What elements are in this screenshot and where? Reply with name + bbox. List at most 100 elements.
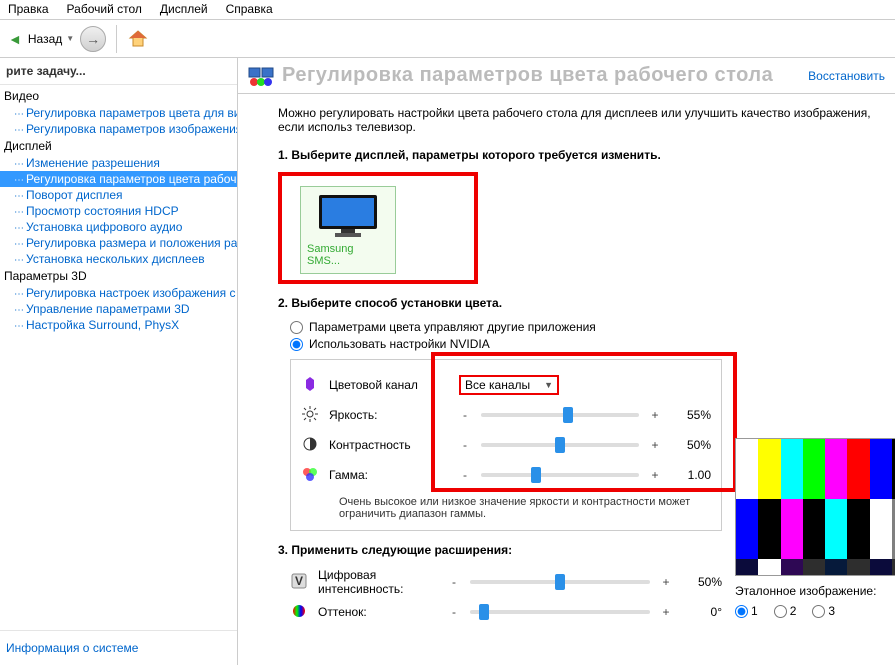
reference-radios: 1 2 3 <box>735 604 895 618</box>
nav-tree: ВидеоРегулировка параметров цвета для ви… <box>0 85 237 630</box>
slider-row-brightness: Яркость:-+55% <box>301 400 711 430</box>
color-swatch <box>736 559 758 575</box>
color-swatch <box>803 439 825 499</box>
slider-value: 1.00 <box>671 468 711 482</box>
reference-option-2[interactable]: 2 <box>774 604 797 618</box>
color-swatch <box>781 559 803 575</box>
sidebar: рите задачу... ВидеоРегулировка параметр… <box>0 58 238 665</box>
color-swatch <box>847 499 869 559</box>
color-swatch <box>825 559 847 575</box>
slider-row-hue: Оттенок:-+0° <box>290 597 722 627</box>
tree-item[interactable]: Регулировка размера и положения рабо <box>0 235 237 251</box>
slider-label: Яркость: <box>329 408 449 422</box>
contrast-slider[interactable] <box>481 443 639 447</box>
color-swatch <box>870 499 892 559</box>
minus-label: - <box>459 438 471 452</box>
color-swatch <box>803 559 825 575</box>
tree-item[interactable]: Просмотр состояния HDCP <box>0 203 237 219</box>
color-swatch <box>847 439 869 499</box>
slider-label: Оттенок: <box>318 605 438 619</box>
chevron-down-icon: ▼ <box>544 380 553 390</box>
gamma-slider[interactable] <box>481 473 639 477</box>
channel-icon <box>301 376 319 395</box>
slider-label: Цифровая интенсивность: <box>318 568 438 596</box>
color-preview-grid <box>735 438 895 576</box>
back-label[interactable]: Назад <box>28 32 62 46</box>
slider-thumb[interactable] <box>555 437 565 453</box>
color-swatch <box>781 439 803 499</box>
nvidia-display-icon <box>248 65 274 87</box>
color-swatch <box>758 499 780 559</box>
slider-thumb[interactable] <box>555 574 565 590</box>
color-swatch <box>825 439 847 499</box>
tree-group: Видео <box>0 87 237 105</box>
channel-dropdown[interactable]: Все каналы ▼ <box>459 375 559 395</box>
color-swatch <box>758 439 780 499</box>
plus-label: + <box>649 408 661 422</box>
restore-defaults-link[interactable]: Восстановить <box>808 69 885 83</box>
dropdown-arrow-icon[interactable]: ▼ <box>66 34 74 43</box>
reference-option-3[interactable]: 3 <box>812 604 835 618</box>
hue-slider[interactable] <box>470 610 650 614</box>
slider-row-gamma: Гамма:-+1.00 <box>301 460 711 490</box>
reference-radio-label: 2 <box>790 604 797 618</box>
reference-radio-label: 3 <box>828 604 835 618</box>
home-icon[interactable] <box>127 28 149 50</box>
menu-help[interactable]: Справка <box>226 2 273 17</box>
vibrance-icon: V <box>290 573 308 592</box>
color-swatch <box>870 559 892 575</box>
tree-item[interactable]: Поворот дисплея <box>0 187 237 203</box>
brightness-slider[interactable] <box>481 413 639 417</box>
page-header: Регулировка параметров цвета рабочего ст… <box>238 58 895 94</box>
menu-edit[interactable]: Правка <box>8 2 49 17</box>
forward-button[interactable]: → <box>80 26 106 52</box>
radio-nvidia-label: Использовать настройки NVIDIA <box>309 337 490 351</box>
gamma-note: Очень высокое или низкое значение яркост… <box>301 490 711 520</box>
task-selector[interactable]: рите задачу... <box>0 58 237 85</box>
channel-row: Цветовой канал Все каналы ▼ <box>301 370 711 400</box>
svg-text:V: V <box>295 574 303 588</box>
channel-label: Цветовой канал <box>329 378 449 392</box>
slider-thumb[interactable] <box>531 467 541 483</box>
reference-option-1[interactable]: 1 <box>735 604 758 618</box>
tree-item[interactable]: Настройка Surround, PhysX <box>0 317 237 333</box>
radio-other-apps-input[interactable] <box>290 321 303 334</box>
plus-label: + <box>660 605 672 619</box>
radio-other-apps[interactable]: Параметрами цвета управляют другие прило… <box>290 320 871 334</box>
contrast-icon <box>301 436 319 455</box>
tree-item[interactable]: Изменение разрешения <box>0 155 237 171</box>
slider-thumb[interactable] <box>479 604 489 620</box>
gamma-icon <box>301 466 319 485</box>
main-content: Регулировка параметров цвета рабочего ст… <box>238 58 895 665</box>
plus-label: + <box>649 468 661 482</box>
reference-radio[interactable] <box>774 605 787 618</box>
display-selection-box: Samsung SMS... <box>278 172 478 284</box>
display-item[interactable]: Samsung SMS... <box>300 186 396 274</box>
color-swatch <box>847 559 869 575</box>
tree-item[interactable]: Регулировка параметров цвета рабочег <box>0 171 237 187</box>
color-swatch <box>781 499 803 559</box>
reference-radio[interactable] <box>735 605 748 618</box>
system-info-link[interactable]: Информация о системе <box>0 630 237 665</box>
reference-label: Эталонное изображение: <box>735 584 895 598</box>
radio-nvidia[interactable]: Использовать настройки NVIDIA <box>290 337 871 351</box>
menu-display[interactable]: Дисплей <box>160 2 208 17</box>
tree-item[interactable]: Управление параметрами 3D <box>0 301 237 317</box>
vibrance-slider[interactable] <box>470 580 650 584</box>
menu-desktop[interactable]: Рабочий стол <box>67 2 142 17</box>
display-name: Samsung SMS... <box>307 239 389 267</box>
slider-value: 0° <box>682 605 722 619</box>
reference-radio[interactable] <box>812 605 825 618</box>
slider-thumb[interactable] <box>563 407 573 423</box>
tree-item[interactable]: Установка цифрового аудио <box>0 219 237 235</box>
minus-label: - <box>448 575 460 589</box>
tree-item[interactable]: Регулировка параметров изображения д <box>0 121 237 137</box>
plus-label: + <box>649 438 661 452</box>
tree-item[interactable]: Регулировка настроек изображения с пр <box>0 285 237 301</box>
minus-label: - <box>459 408 471 422</box>
tree-group: Дисплей <box>0 137 237 155</box>
tree-item[interactable]: Регулировка параметров цвета для вид <box>0 105 237 121</box>
tree-item[interactable]: Установка нескольких дисплеев <box>0 251 237 267</box>
radio-nvidia-input[interactable] <box>290 338 303 351</box>
slider-value: 50% <box>682 575 722 589</box>
